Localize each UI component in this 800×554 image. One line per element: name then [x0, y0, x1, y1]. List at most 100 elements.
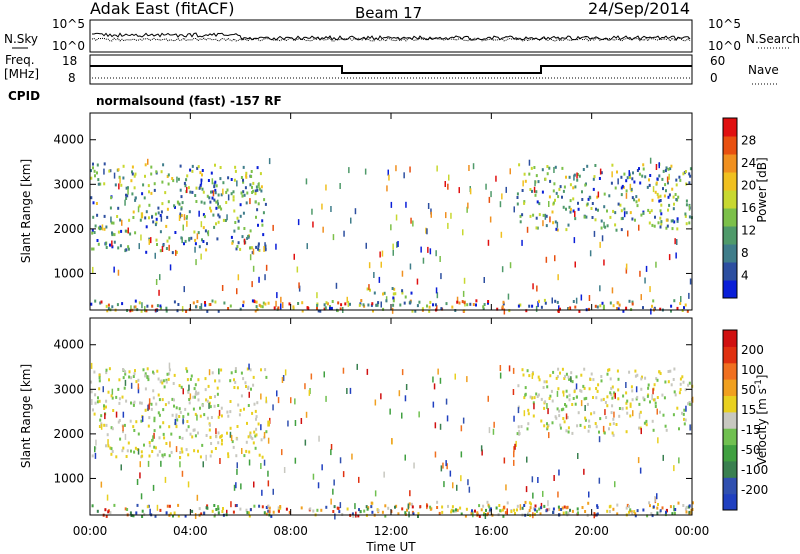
scatter-echo [462, 417, 465, 424]
echo-point [569, 199, 572, 203]
near-range-echo [324, 306, 327, 310]
scatter-echo [691, 396, 694, 403]
scatter-echo [449, 470, 452, 477]
echo-point [542, 386, 545, 389]
scatter-echo [404, 454, 406, 461]
echo-point [630, 187, 633, 191]
near-range-echo [521, 506, 524, 510]
echo-point [625, 506, 628, 510]
scatter-echo [229, 431, 232, 438]
echo-point [144, 163, 147, 167]
echo-point [148, 203, 151, 207]
echo-point [230, 235, 233, 239]
scatter-echo [150, 237, 152, 244]
near-range-echo [227, 307, 230, 310]
near-range-echo [489, 508, 492, 512]
near-range-echo [482, 307, 485, 311]
near-range-echo [652, 505, 655, 509]
echo-point [208, 196, 211, 200]
echo-point [170, 432, 173, 436]
near-range-echo [465, 507, 468, 511]
scatter-echo [248, 363, 250, 370]
echo-point [672, 378, 675, 381]
scatter-echo [358, 476, 360, 483]
echo-point [167, 182, 170, 186]
echo-point [648, 178, 650, 182]
near-range-echo [463, 301, 466, 305]
echo-point [117, 206, 120, 210]
echo-point [217, 193, 220, 197]
echo-point [647, 208, 650, 212]
near-range-echo [288, 510, 291, 514]
echo-point [206, 194, 209, 198]
echo-point [197, 398, 200, 402]
echo-point [173, 398, 175, 402]
scatter-echo [330, 206, 332, 212]
echo-point [90, 196, 93, 200]
echo-point [537, 393, 540, 397]
near-range-echo [376, 303, 379, 307]
echo-point [537, 180, 540, 184]
x-tick-label: 20:00 [574, 524, 609, 538]
scatter-echo [186, 187, 188, 193]
echo-point [106, 433, 109, 437]
scatter-echo [416, 278, 419, 285]
scatter-echo [200, 178, 203, 185]
echo-point [516, 196, 519, 199]
echo-point [392, 292, 395, 296]
near-range-echo [487, 512, 489, 516]
echo-point [519, 214, 522, 218]
echo-point [562, 189, 565, 193]
scatter-echo [513, 206, 515, 213]
echo-point [659, 216, 662, 220]
scatter-echo [565, 413, 568, 420]
near-range-echo [177, 503, 180, 507]
scatter-echo [639, 270, 641, 277]
near-range-echo [268, 510, 271, 514]
echo-point [214, 191, 217, 195]
scatter-echo [164, 476, 167, 483]
near-range-echo [264, 302, 267, 306]
scatter-echo [649, 286, 651, 293]
echo-point [214, 188, 217, 192]
echo-point [548, 166, 551, 170]
echo-point [214, 395, 216, 399]
echo-point [669, 369, 672, 373]
x-tick-label: 08:00 [273, 524, 308, 538]
echo-point [154, 212, 157, 216]
echo-point [611, 385, 614, 389]
echo-point [614, 186, 617, 190]
echo-point [655, 181, 658, 185]
echo-point [617, 377, 620, 381]
echo-point [565, 429, 568, 433]
near-range-echo [527, 511, 530, 515]
echo-point [636, 204, 639, 208]
echo-point [240, 191, 243, 195]
echo-point [612, 507, 615, 511]
echo-point [118, 401, 121, 405]
scatter-echo [181, 306, 184, 313]
near-range-echo [626, 503, 629, 507]
scatter-echo [532, 492, 534, 499]
near-range-echo [617, 307, 620, 311]
echo-point [126, 229, 129, 233]
near-range-echo [232, 510, 235, 514]
velocity-colorbar-label-sup: -1 [754, 379, 764, 388]
echo-point [622, 394, 625, 398]
echo-point [653, 398, 655, 402]
echo-point [168, 372, 171, 376]
echo-point [248, 450, 251, 454]
scatter-echo [297, 219, 300, 226]
echo-point [616, 170, 618, 174]
echo-point [157, 411, 160, 415]
echo-point [213, 198, 216, 202]
scatter-echo [649, 157, 652, 164]
scatter-echo [433, 383, 436, 390]
echo-point [184, 239, 187, 243]
near-range-echo [247, 511, 250, 515]
echo-point [609, 215, 612, 219]
echo-point [532, 507, 535, 511]
echo-point [110, 426, 113, 430]
echo-point [215, 435, 218, 439]
echo-point [124, 370, 127, 374]
